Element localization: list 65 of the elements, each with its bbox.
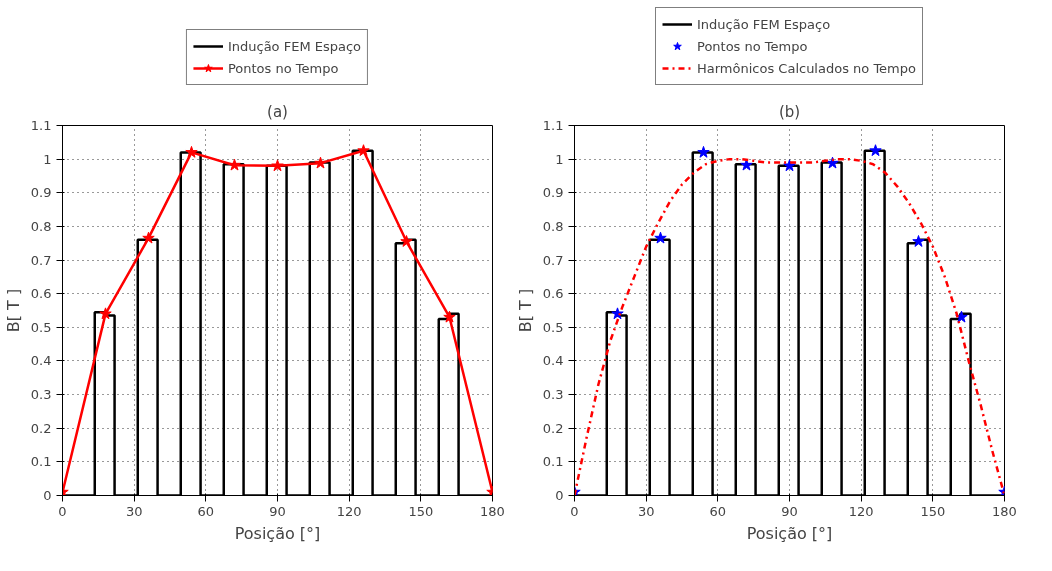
y-axis-title: B[ T ]	[515, 288, 535, 333]
x-tick-label: 0	[570, 503, 579, 519]
y-tick-label: 0.4	[542, 353, 564, 369]
y-tick-label: 0.7	[542, 252, 564, 268]
point	[142, 231, 155, 244]
y-tick-label: 0.2	[542, 420, 564, 436]
chart-title: (b)	[778, 102, 801, 121]
x-tick-label: 180	[992, 503, 1017, 519]
y-axis-title: B[ T ]	[3, 288, 23, 333]
point	[869, 144, 882, 157]
y-tick-label: 0.9	[30, 185, 52, 201]
x-tick-label: 90	[269, 503, 286, 519]
x-tick-label: 30	[637, 503, 655, 519]
y-tick-label: 0.5	[542, 319, 564, 335]
point	[611, 307, 624, 320]
y-tick-label: 1	[43, 151, 52, 167]
y-tick-label: 0.8	[542, 218, 564, 234]
point	[443, 310, 456, 323]
point	[654, 231, 667, 244]
x-axis-title: Posição [°]	[234, 523, 321, 543]
point	[185, 145, 198, 158]
x-tick-label: 60	[709, 503, 727, 519]
x-tick-label: 120	[336, 503, 362, 519]
point	[228, 158, 241, 171]
point	[912, 235, 925, 247]
chart-title: (a)	[267, 102, 288, 121]
point	[99, 307, 112, 320]
y-tick-label: 0.8	[30, 218, 52, 234]
x-tick-label: 120	[848, 503, 874, 519]
y-tick-label: 0.4	[30, 353, 52, 369]
y-tick-label: 0.7	[30, 252, 52, 268]
y-tick-label: 1.1	[542, 118, 564, 133]
legend-label: Indução FEM Espaço	[227, 38, 362, 54]
y-tick-label: 0.2	[30, 420, 52, 436]
x-tick-label: 60	[197, 503, 215, 519]
point	[697, 145, 710, 158]
y-tick-label: 1.1	[30, 118, 52, 133]
point	[783, 159, 796, 172]
point	[400, 235, 413, 247]
x-tick-label: 150	[408, 503, 434, 519]
legend-label: Harmônicos Calculados no Tempo	[697, 60, 916, 76]
legend-label: Indução FEM Espaço	[697, 16, 831, 32]
x-tick-label: 0	[58, 503, 67, 519]
y-tick-label: 0.3	[542, 387, 564, 403]
y-tick-label: 0	[43, 488, 52, 503]
y-tick-label: 0	[555, 488, 564, 503]
y-tick-label: 1	[555, 151, 564, 167]
y-tick-label: 0.5	[30, 319, 52, 335]
legend-label: Pontos no Tempo	[227, 60, 339, 76]
y-tick-label: 0.6	[542, 286, 564, 302]
point	[271, 159, 284, 172]
point	[357, 144, 370, 157]
y-tick-label: 0.9	[542, 185, 564, 201]
point	[314, 156, 327, 169]
x-tick-label: 150	[920, 503, 946, 519]
x-tick-label: 90	[781, 503, 798, 519]
y-tick-label: 0.1	[30, 454, 52, 470]
point	[955, 310, 968, 323]
y-tick-label: 0.6	[30, 286, 52, 302]
y-tick-label: 0.3	[30, 387, 52, 403]
x-tick-label: 180	[480, 503, 505, 519]
x-axis-title: Posição [°]	[746, 523, 833, 543]
y-tick-label: 0.1	[542, 454, 564, 470]
x-tick-label: 30	[125, 503, 143, 519]
legend-label: Pontos no Tempo	[697, 38, 808, 54]
